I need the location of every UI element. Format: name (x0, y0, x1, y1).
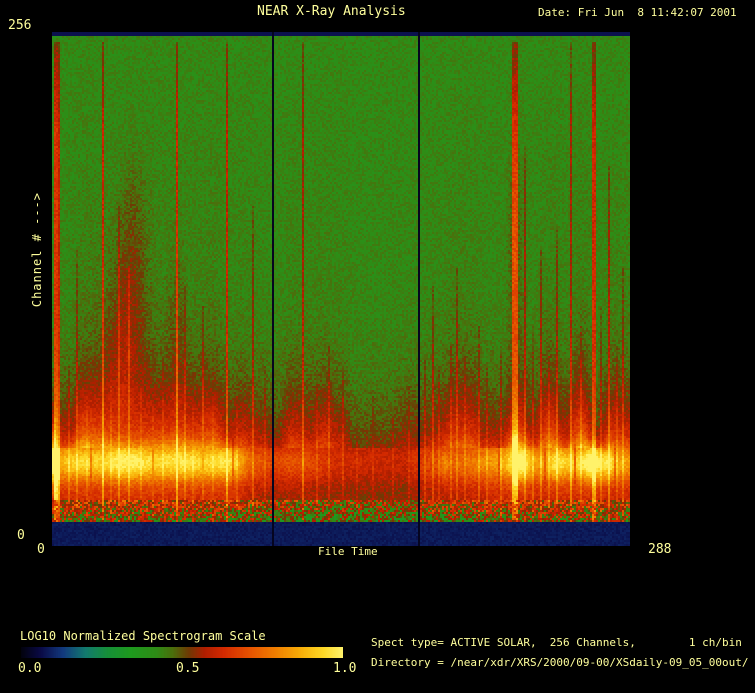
colorbar-gradient (21, 647, 343, 658)
colorbar-tick-max: 1.0 (333, 661, 357, 676)
colorbar-tick-mid: 0.5 (176, 661, 200, 676)
x-axis-label: File Time (318, 545, 378, 558)
spectrogram-heatmap (52, 32, 630, 546)
colorbar-tick-min: 0.0 (18, 661, 42, 676)
datetime-label: Date: Fri Jun 8 11:42:07 2001 (538, 6, 737, 19)
y-axis-label: Channel # ---> (30, 192, 44, 308)
directory-info: Directory = /near/xdr/XRS/2000/09-00/XSd… (371, 656, 749, 669)
app-title: NEAR X-Ray Analysis (257, 4, 406, 19)
x-axis-min-tick: 0 (37, 542, 45, 557)
spect-type-info: Spect type= ACTIVE SOLAR, 256 Channels, … (371, 636, 742, 649)
y-axis-max-tick: 256 (8, 18, 32, 33)
x-axis-max-tick: 288 (648, 542, 672, 557)
y-axis-min-tick: 0 (17, 528, 25, 543)
colorbar-title: LOG10 Normalized Spectrogram Scale (20, 629, 266, 643)
